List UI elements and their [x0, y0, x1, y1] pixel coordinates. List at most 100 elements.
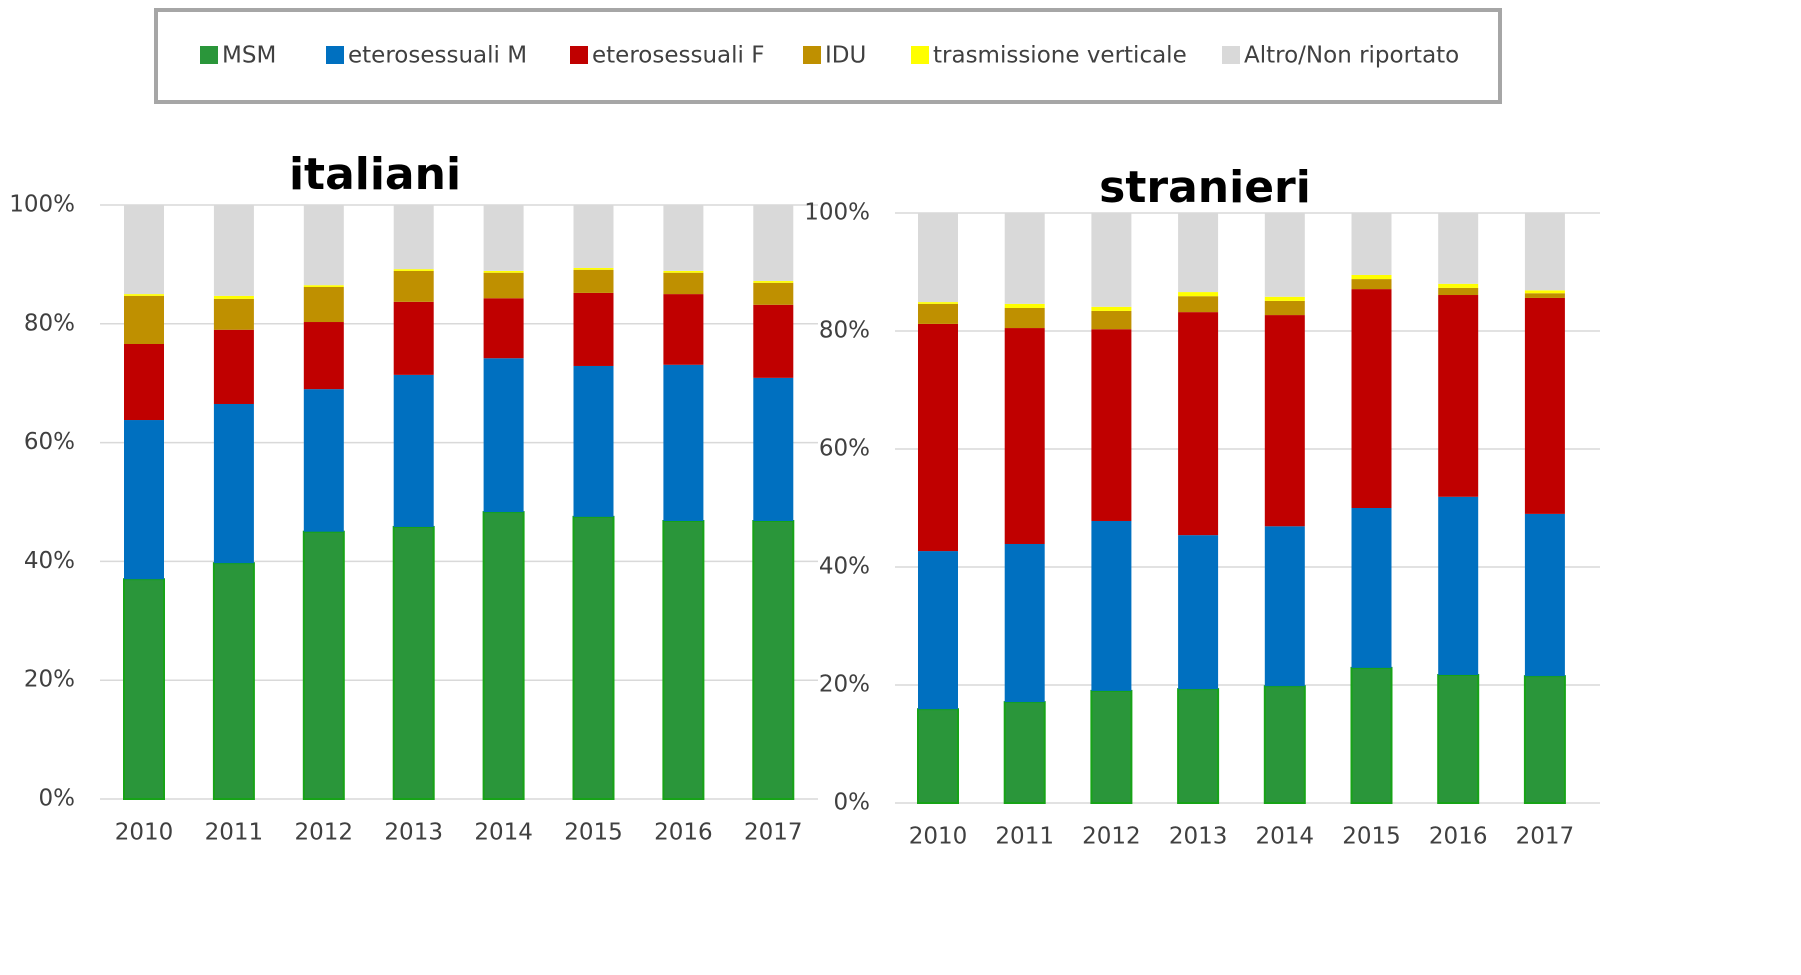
- bar-segment: [663, 205, 704, 271]
- x-tick-label: 2010: [909, 824, 968, 850]
- bar-segment: [1177, 688, 1220, 805]
- bar-segment: [1438, 287, 1479, 296]
- bar-segment: [1263, 685, 1306, 804]
- legend-label: eterosessuali F: [592, 43, 764, 69]
- bar-segment: [918, 302, 958, 304]
- bar-segment: [1524, 297, 1565, 514]
- bar-segment: [753, 377, 794, 522]
- x-tick-label: 2014: [474, 820, 533, 846]
- bar-segment: [393, 269, 434, 271]
- legend: MSM eterosessuali M eterosessuali F IDU tras…: [200, 43, 1459, 69]
- bar-segment: [124, 420, 164, 580]
- legend-swatch: [803, 46, 821, 64]
- bar-segment: [1178, 296, 1219, 313]
- bar-segment: [123, 578, 165, 800]
- bar-segment: [392, 525, 435, 800]
- bar-segment: [1351, 274, 1392, 280]
- bar-segment: [393, 270, 434, 302]
- bar-segment: [753, 282, 794, 305]
- bar-segment: [1004, 328, 1045, 544]
- bar-segment: [1091, 310, 1132, 330]
- bar-segment: [212, 562, 255, 800]
- x-tick-label: 2015: [1342, 824, 1401, 850]
- bar-segment: [663, 270, 704, 273]
- x-tick-label: 2012: [295, 820, 354, 846]
- bar-segment: [1437, 673, 1480, 804]
- chart-title: stranieri: [1099, 162, 1311, 213]
- x-tick-label: 2013: [384, 820, 443, 846]
- bar-segment: [1178, 535, 1219, 690]
- legend-swatch: [326, 46, 344, 64]
- bar-segment: [1438, 295, 1479, 497]
- x-tick-label: 2012: [1082, 824, 1141, 850]
- bar-segment: [917, 708, 959, 804]
- y-tick-label: 80%: [819, 318, 870, 344]
- bar-segment: [1523, 675, 1566, 805]
- bar-segment: [663, 294, 704, 365]
- bar-segment: [1178, 213, 1219, 293]
- bar-segment: [1264, 315, 1305, 527]
- x-tick-label: 2011: [205, 820, 264, 846]
- bar-segment: [573, 269, 614, 293]
- x-tick-label: 2013: [1169, 824, 1228, 850]
- bar-segment: [573, 292, 614, 366]
- bar-segment: [1091, 520, 1132, 691]
- bar-segment: [573, 267, 614, 270]
- legend-label: IDU: [825, 43, 866, 69]
- bar-segment: [918, 323, 958, 552]
- bar-segment: [483, 205, 524, 271]
- bar-segment: [303, 285, 344, 287]
- bar-segment: [752, 520, 795, 800]
- bar-segment: [393, 205, 434, 270]
- bar-segment: [1091, 213, 1132, 307]
- bar-segment: [572, 515, 615, 800]
- y-tick-label: 80%: [24, 310, 75, 336]
- legend-swatch: [911, 46, 929, 64]
- bar-segment: [1178, 312, 1219, 536]
- bar-segment: [213, 295, 254, 299]
- bar-segment: [1264, 296, 1305, 301]
- y-tick-label: 40%: [24, 548, 75, 574]
- x-tick-label: 2014: [1256, 824, 1315, 850]
- bar-segment: [483, 298, 524, 359]
- legend-swatch: [570, 46, 588, 64]
- bar-segment: [483, 270, 524, 273]
- bar-segment: [302, 530, 345, 800]
- bar-segment: [124, 295, 164, 344]
- bar-segment: [1004, 543, 1045, 703]
- bar-segment: [213, 403, 254, 564]
- bar-segment: [918, 213, 958, 303]
- y-tick-label: 60%: [24, 429, 75, 455]
- x-tick-label: 2010: [115, 820, 174, 846]
- y-tick-label: 20%: [819, 672, 870, 698]
- bar-segment: [1090, 689, 1133, 805]
- bar-segment: [1351, 508, 1392, 668]
- x-tick-label: 2017: [744, 820, 803, 846]
- bar-segment: [213, 298, 254, 330]
- legend-label: eterosessuali M: [348, 43, 527, 69]
- y-tick-label: 0%: [39, 786, 76, 812]
- x-tick-label: 2017: [1516, 824, 1575, 850]
- bar-segment: [573, 365, 614, 517]
- bar-segment: [1438, 496, 1479, 675]
- bar-segment: [663, 272, 704, 295]
- y-tick-label: 0%: [834, 790, 871, 816]
- bar-segment: [1004, 213, 1045, 304]
- y-tick-label: 20%: [24, 667, 75, 693]
- bar-segment: [1351, 279, 1392, 290]
- x-tick-label: 2011: [995, 824, 1054, 850]
- bar-segment: [1524, 213, 1565, 291]
- bar-segment: [1524, 293, 1565, 298]
- bar-segment: [1264, 526, 1305, 687]
- legend-label: Altro/Non riportato: [1244, 43, 1459, 69]
- legend-box: [154, 8, 1502, 104]
- bar-segment: [213, 329, 254, 404]
- bar-segment: [1351, 289, 1392, 508]
- bar-segment: [1351, 213, 1392, 275]
- bar-segment: [303, 389, 344, 532]
- bar-segment: [483, 272, 524, 299]
- chart-title: italiani: [289, 149, 461, 200]
- bar-segment: [918, 303, 958, 324]
